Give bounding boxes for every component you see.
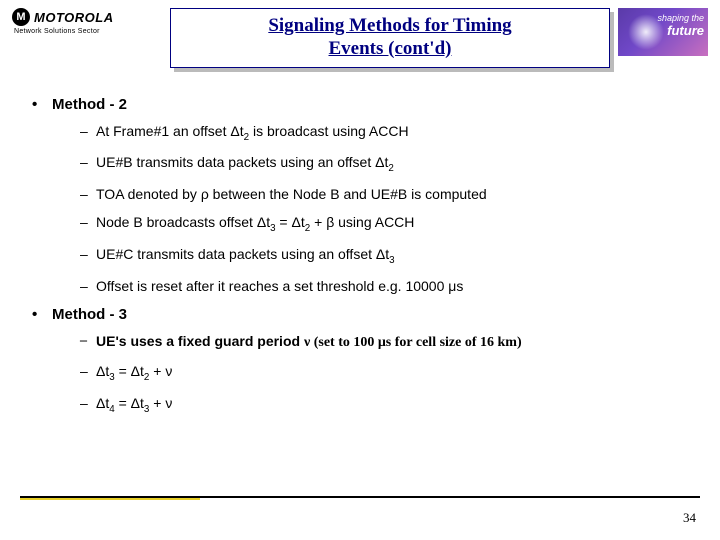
motorola-icon: M	[12, 8, 30, 26]
page-number: 34	[683, 510, 696, 526]
brand-name: MOTOROLA	[34, 10, 114, 25]
list-item: At Frame#1 an offset Δt2 is broadcast us…	[80, 123, 688, 143]
slide-header: M MOTOROLA Network Solutions Sector Sign…	[0, 0, 720, 68]
sector-label: Network Solutions Sector	[14, 28, 100, 35]
list-item: UE's uses a fixed guard period ν (set to…	[80, 333, 688, 351]
list-item: TOA denoted by ρ between the Node B and …	[80, 186, 688, 202]
list-item: Offset is reset after it reaches a set t…	[80, 278, 688, 294]
list-item: UE#C transmits data packets using an off…	[80, 246, 688, 266]
brand-logo: M MOTOROLA Network Solutions Sector	[12, 8, 162, 35]
list-item: Δt3 = Δt2 + ν	[80, 363, 688, 383]
list-item: Δt4 = Δt3 + ν	[80, 395, 688, 415]
method2-heading: •Method - 2	[32, 96, 688, 113]
future-badge: shaping the future	[618, 8, 708, 56]
footer-accent	[20, 498, 200, 500]
slide-body: •Method - 2 At Frame#1 an offset Δt2 is …	[0, 68, 720, 415]
list-item: Node B broadcasts offset Δt3 = Δt2 + β u…	[80, 214, 688, 234]
slide-title: Signaling Methods for Timing Events (con…	[181, 15, 599, 61]
title-box: Signaling Methods for Timing Events (con…	[170, 8, 610, 68]
method2-list: At Frame#1 an offset Δt2 is broadcast us…	[80, 123, 688, 294]
list-item: UE#B transmits data packets using an off…	[80, 154, 688, 174]
method3-list: UE's uses a fixed guard period ν (set to…	[80, 333, 688, 415]
method3-heading: •Method - 3	[32, 306, 688, 323]
